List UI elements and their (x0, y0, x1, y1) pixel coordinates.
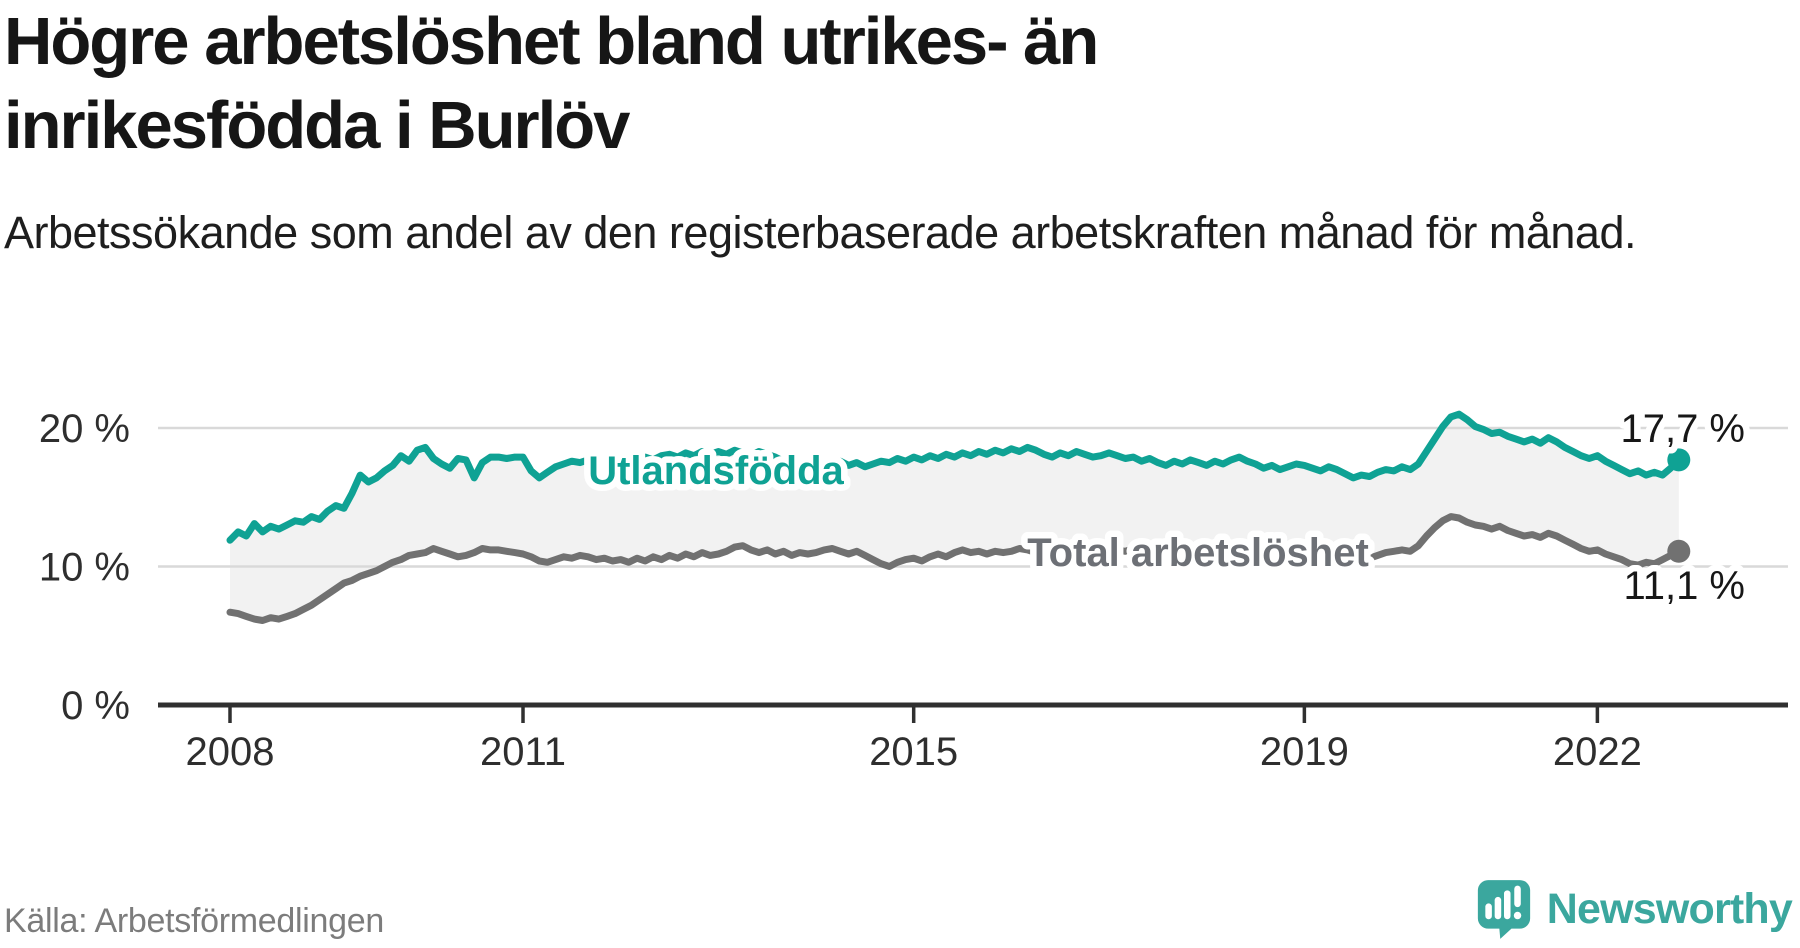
bar-1 (1485, 903, 1492, 920)
series-label-total: Total arbetslöshet (1027, 531, 1369, 575)
end-value-label-utlandsfodda: 17,7 % (1620, 407, 1745, 451)
between-series-band (230, 414, 1679, 621)
end-value-label-total: 11,1 % (1623, 564, 1745, 608)
newsworthy-logo: Newsworthy (1476, 878, 1793, 940)
exclamation-dot (1513, 911, 1521, 920)
x-tick-label-2019: 2019 (1260, 730, 1349, 774)
source-note: Källa: Arbetsförmedlingen (4, 902, 384, 940)
x-tick-label-2008: 2008 (186, 730, 275, 774)
line-utlandsfodda (226, 410, 1683, 544)
newsworthy-logo-text: Newsworthy (1546, 884, 1793, 933)
x-tick-label-2015: 2015 (869, 730, 958, 774)
end-dot-utlandsfodda (1667, 448, 1691, 472)
y-tick-label-20: 20 % (39, 407, 130, 451)
series-label-utlandsfodda: Utlandsfödda (588, 449, 844, 493)
chart-subtitle: Arbetssökande som andel av den registerb… (4, 207, 1636, 258)
y-tick-label-10: 10 % (39, 546, 130, 590)
x-tick-label-2022: 2022 (1553, 730, 1642, 774)
y-tick-label-0: 0 % (61, 684, 130, 728)
line-total-arbetsloshet (226, 513, 1683, 624)
newsworthy-logo-icon (1477, 880, 1530, 939)
bar-2 (1494, 896, 1501, 920)
x-tick-label-2011: 2011 (480, 730, 566, 774)
chart-title: Högre arbetslöshet bland utrikes- än inr… (4, 4, 1099, 163)
bar-3 (1503, 890, 1511, 920)
exclamation-bar (1513, 885, 1521, 908)
end-dot-total (1667, 539, 1691, 563)
